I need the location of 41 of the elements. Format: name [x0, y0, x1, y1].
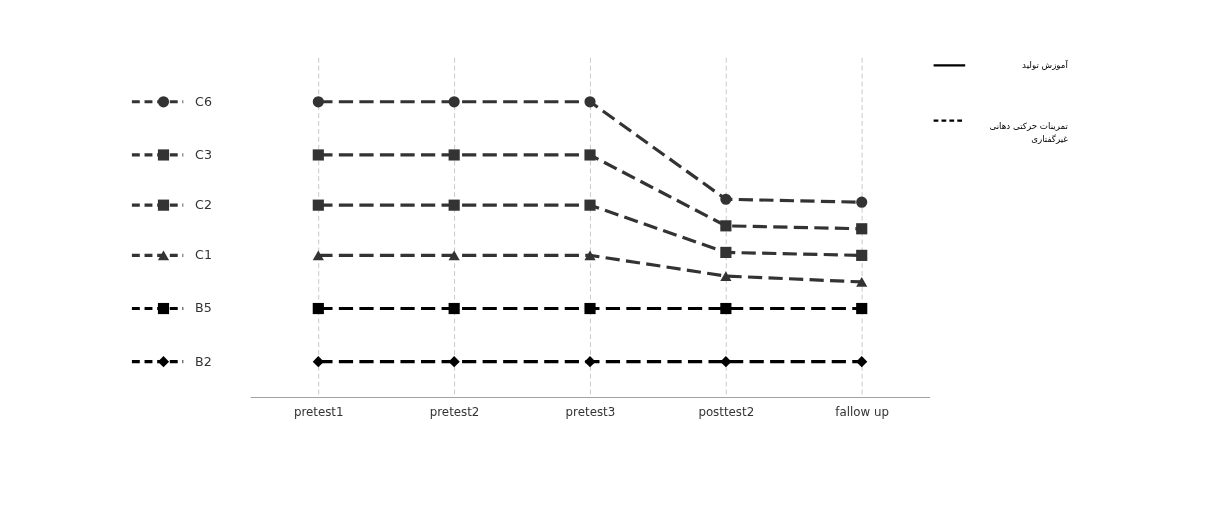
- x-tick-label: pretest2: [429, 405, 480, 420]
- point: [856, 356, 868, 368]
- point: [720, 193, 732, 205]
- point: [584, 356, 596, 368]
- legend-label: C6: [195, 93, 212, 109]
- point: [584, 96, 596, 108]
- point: [448, 199, 460, 211]
- x-tick-label: pretest1: [293, 405, 344, 420]
- legend-label: C2: [195, 197, 212, 213]
- text: آموزش تولید: [1022, 58, 1069, 70]
- legend-label: C1: [195, 247, 212, 263]
- point: [312, 302, 324, 315]
- point: [584, 302, 596, 315]
- x-tick-label: pretest3: [565, 405, 616, 420]
- point: [720, 302, 732, 315]
- text: تمرینات حرکتی دهانی غیرگفتاری: [989, 121, 1069, 145]
- legend-label: C3: [195, 146, 212, 162]
- point: [448, 302, 460, 315]
- point: [856, 223, 868, 235]
- point: [856, 249, 868, 261]
- point: [312, 356, 324, 368]
- point: [448, 149, 460, 161]
- x-tick-label: posttest2: [698, 405, 755, 420]
- x-tick-label: fallow up: [835, 405, 889, 420]
- point: [856, 196, 868, 208]
- point: [856, 277, 868, 287]
- legend-label: B5: [195, 300, 212, 316]
- legend-label: B2: [195, 353, 212, 369]
- point: [720, 271, 732, 281]
- point: [856, 302, 868, 315]
- point: [584, 149, 596, 161]
- point: [312, 149, 324, 161]
- point: [312, 250, 324, 261]
- point: [584, 250, 596, 261]
- point: [312, 96, 324, 108]
- point: [448, 96, 460, 108]
- point: [720, 220, 732, 232]
- point: [312, 199, 324, 211]
- point: [584, 199, 596, 211]
- point: [448, 250, 460, 261]
- point: [720, 246, 732, 258]
